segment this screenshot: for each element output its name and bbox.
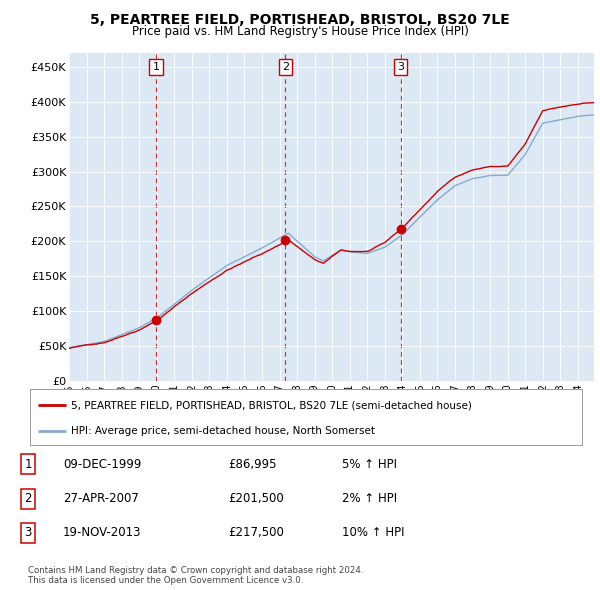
Text: 5, PEARTREE FIELD, PORTISHEAD, BRISTOL, BS20 7LE: 5, PEARTREE FIELD, PORTISHEAD, BRISTOL, … [90,13,510,27]
Text: Price paid vs. HM Land Registry's House Price Index (HPI): Price paid vs. HM Land Registry's House … [131,25,469,38]
Text: 2: 2 [25,492,32,505]
Text: £217,500: £217,500 [228,526,284,539]
Text: 3: 3 [25,526,32,539]
Text: £86,995: £86,995 [228,458,277,471]
Text: 1: 1 [152,62,160,72]
Text: 2: 2 [282,62,289,72]
Text: 5% ↑ HPI: 5% ↑ HPI [342,458,397,471]
Text: 3: 3 [397,62,404,72]
Text: Contains HM Land Registry data © Crown copyright and database right 2024.
This d: Contains HM Land Registry data © Crown c… [28,566,364,585]
Text: 09-DEC-1999: 09-DEC-1999 [63,458,142,471]
Text: 2% ↑ HPI: 2% ↑ HPI [342,492,397,505]
Text: £201,500: £201,500 [228,492,284,505]
Text: 1: 1 [25,458,32,471]
Text: 27-APR-2007: 27-APR-2007 [63,492,139,505]
Text: HPI: Average price, semi-detached house, North Somerset: HPI: Average price, semi-detached house,… [71,426,376,436]
Text: 10% ↑ HPI: 10% ↑ HPI [342,526,404,539]
Text: 5, PEARTREE FIELD, PORTISHEAD, BRISTOL, BS20 7LE (semi-detached house): 5, PEARTREE FIELD, PORTISHEAD, BRISTOL, … [71,400,472,410]
Text: 19-NOV-2013: 19-NOV-2013 [63,526,142,539]
